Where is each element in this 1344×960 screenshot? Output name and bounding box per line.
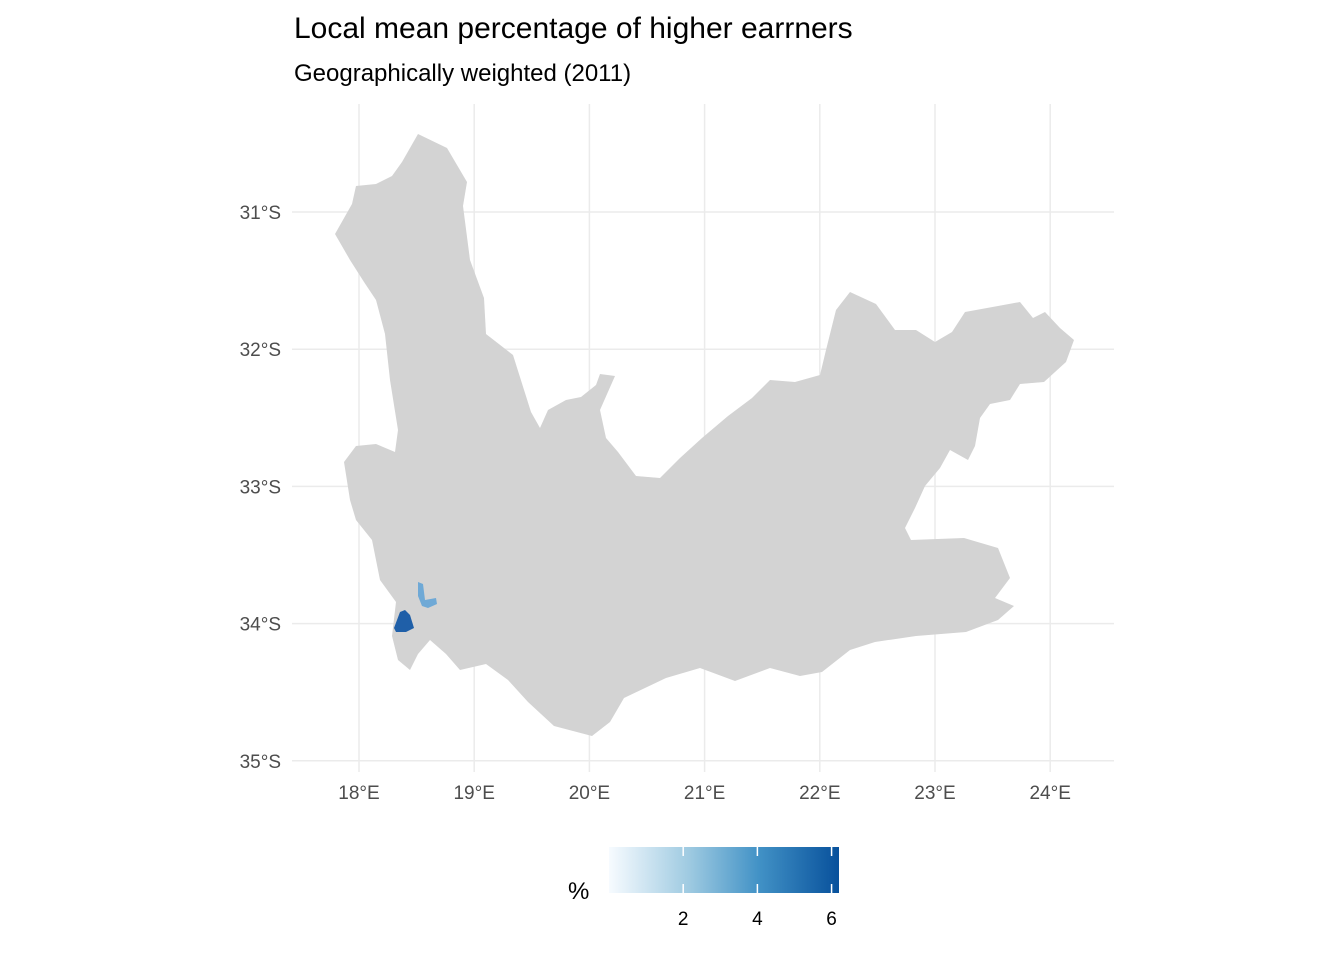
lon-tick-label: 21°E [684,783,725,804]
lon-tick-label: 19°E [453,783,494,804]
lon-tick-label: 18°E [338,783,379,804]
lat-tick-label: 34°S [240,615,281,636]
province-region [335,134,1074,736]
lon-tick-label: 23°E [914,783,955,804]
lat-tick-label: 32°S [240,340,281,361]
lat-tick-label: 33°S [240,477,281,498]
lat-tick-label: 31°S [240,203,281,224]
legend-title: % [568,878,589,905]
lon-tick-label: 20°E [569,783,610,804]
lon-tick-label: 22°E [799,783,840,804]
cape-town-area-high [394,610,414,632]
latitude-axis: 31°S 32°S 33°S 34°S 35°S [240,203,281,773]
legend-tick-label: 2 [678,909,689,930]
lat-tick-label: 35°S [240,752,281,773]
legend: % 2 4 6 [568,847,839,930]
stellenbosch-area-mid [418,582,437,608]
longitude-axis: 18°E 19°E 20°E 21°E 22°E 23°E 24°E [338,783,1071,804]
legend-ticks: 2 4 6 [678,847,837,930]
chart-subtitle: Geographically weighted (2011) [294,60,632,87]
legend-colorbar [609,847,839,893]
legend-tick-label: 6 [826,909,837,930]
chart-title: Local mean percentage of higher earrners [294,12,853,45]
legend-tick-label: 4 [752,909,763,930]
lon-tick-label: 24°E [1029,783,1070,804]
